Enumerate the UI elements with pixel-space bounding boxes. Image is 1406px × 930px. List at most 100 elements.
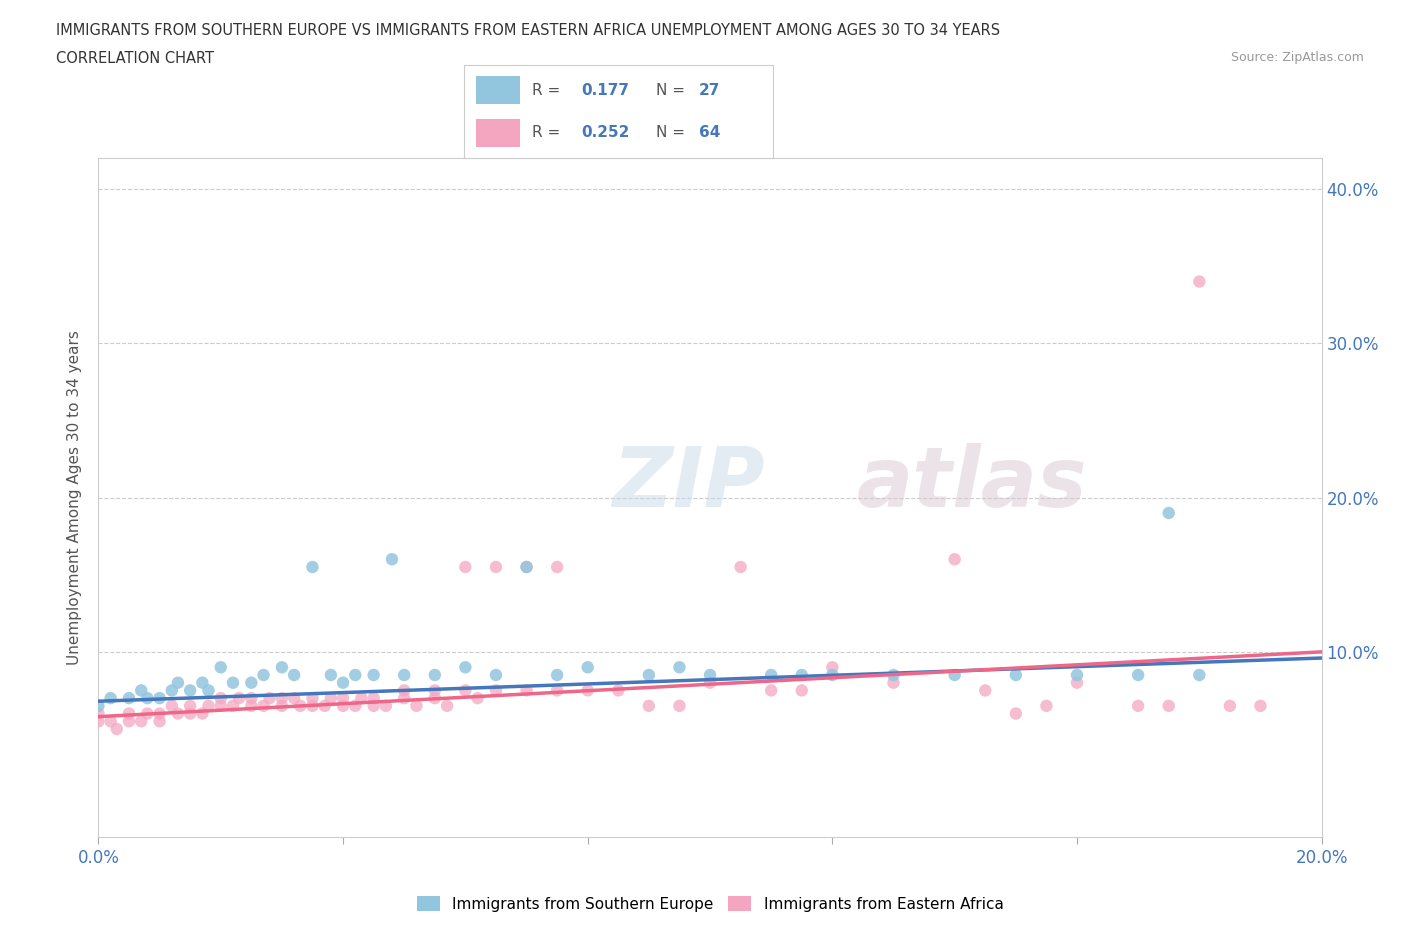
Point (1066, 675, 1088, 690)
Point (363, 668, 385, 683)
Point (344, 668, 367, 683)
Point (374, 698, 396, 713)
Point (363, 691, 385, 706)
Text: atlas: atlas (856, 444, 1087, 525)
Point (350, 691, 373, 706)
Text: 0.252: 0.252 (582, 126, 630, 140)
Point (637, 698, 661, 713)
Point (191, 706, 214, 721)
Point (301, 560, 323, 575)
Legend: Immigrants from Southern Europe, Immigrants from Eastern Africa: Immigrants from Southern Europe, Immigra… (411, 889, 1010, 918)
Point (160, 698, 183, 713)
Point (240, 698, 263, 713)
Point (87, 706, 110, 721)
Point (1066, 668, 1088, 683)
Point (129, 714, 152, 729)
Point (149, 706, 172, 721)
FancyBboxPatch shape (477, 119, 520, 147)
Point (314, 698, 336, 713)
Point (240, 691, 263, 706)
Point (790, 668, 813, 683)
Point (392, 683, 416, 698)
Point (381, 551, 404, 566)
Point (240, 675, 263, 690)
Point (1035, 698, 1057, 713)
Point (270, 660, 292, 675)
Point (191, 675, 214, 690)
Point (516, 683, 538, 698)
Point (1128, 698, 1150, 713)
Point (1157, 506, 1180, 521)
Point (179, 706, 201, 721)
Point (332, 675, 354, 690)
Point (100, 691, 122, 706)
Point (332, 698, 354, 713)
Point (821, 660, 844, 675)
Point (209, 698, 232, 713)
FancyBboxPatch shape (477, 76, 520, 104)
Text: 64: 64 (699, 126, 720, 140)
Point (423, 691, 446, 706)
Point (790, 683, 813, 698)
Point (485, 560, 508, 575)
Point (270, 691, 292, 706)
Point (516, 560, 538, 575)
Point (1188, 274, 1211, 289)
Point (392, 691, 416, 706)
Point (222, 698, 245, 713)
Point (228, 691, 250, 706)
Point (209, 660, 232, 675)
Text: N =: N = (655, 83, 689, 98)
Point (105, 722, 128, 737)
Point (252, 698, 274, 713)
Point (668, 698, 690, 713)
Point (167, 706, 190, 721)
Point (546, 683, 568, 698)
Point (1219, 698, 1241, 713)
Point (290, 698, 312, 713)
Text: ZIP: ZIP (612, 444, 765, 525)
Point (1004, 706, 1026, 721)
Point (637, 668, 661, 683)
Point (454, 660, 477, 675)
Point (883, 668, 905, 683)
Point (136, 691, 159, 706)
Text: IMMIGRANTS FROM SOUTHERN EUROPE VS IMMIGRANTS FROM EASTERN AFRICA UNEMPLOYMENT A: IMMIGRANTS FROM SOUTHERN EUROPE VS IMMIG… (56, 23, 1000, 38)
Point (100, 714, 122, 729)
Point (454, 683, 477, 698)
Point (1249, 698, 1271, 713)
Point (730, 560, 752, 575)
Point (1157, 698, 1180, 713)
Point (301, 698, 323, 713)
Point (759, 683, 782, 698)
Point (179, 683, 201, 698)
Point (136, 706, 159, 721)
Point (179, 698, 201, 713)
Point (883, 675, 905, 690)
Text: 0.177: 0.177 (582, 83, 630, 98)
Point (129, 683, 152, 698)
Point (485, 683, 508, 698)
Point (576, 660, 599, 675)
Point (319, 668, 342, 683)
Point (546, 668, 568, 683)
Point (363, 698, 385, 713)
Point (167, 675, 190, 690)
Point (943, 668, 966, 683)
Point (668, 660, 690, 675)
Point (209, 691, 232, 706)
Point (454, 560, 477, 575)
Point (332, 691, 354, 706)
Point (301, 691, 323, 706)
Point (405, 698, 427, 713)
Point (759, 668, 782, 683)
Point (436, 698, 458, 713)
Point (259, 691, 281, 706)
Point (974, 683, 997, 698)
Point (197, 698, 219, 713)
Point (576, 683, 599, 698)
Point (197, 683, 219, 698)
Point (87, 698, 110, 713)
Point (1004, 668, 1026, 683)
Text: 27: 27 (699, 83, 720, 98)
